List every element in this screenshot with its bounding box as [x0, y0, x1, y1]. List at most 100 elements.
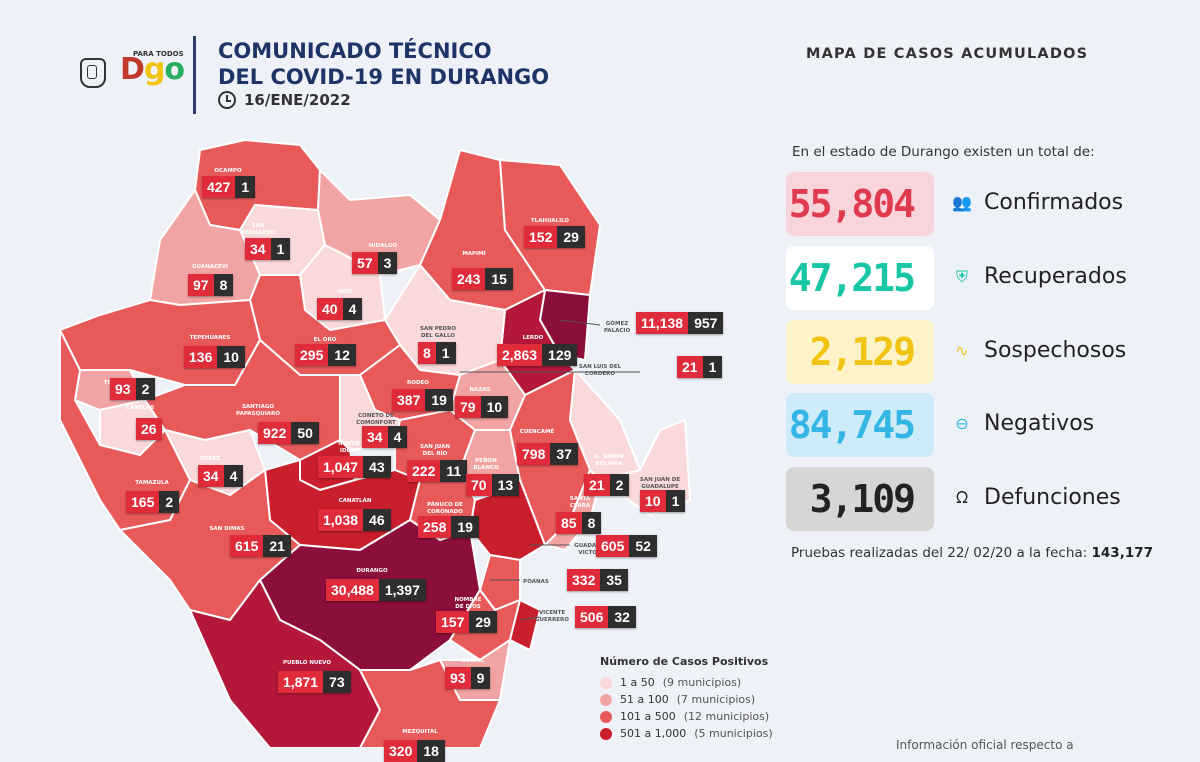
deaths-count: 4 — [342, 298, 363, 320]
deaths-count: 13 — [491, 474, 520, 496]
legend-swatch — [600, 727, 612, 740]
svg-text:COMONFORT: COMONFORT — [356, 420, 396, 426]
svg-text:SAN JUAN: SAN JUAN — [420, 444, 450, 450]
deaths-count: 43 — [363, 456, 391, 478]
deaths-count: 18 — [417, 740, 445, 762]
svg-text:VICTORIA: VICTORIA — [578, 550, 608, 556]
deaths-count: 957 — [688, 312, 724, 334]
municipality-label: 40 4 — [317, 298, 363, 320]
deaths-count: 4 — [223, 465, 244, 487]
deaths-count: 129 — [542, 344, 578, 366]
cases-count: 165 — [126, 491, 160, 513]
municipality-label: 615 21 — [230, 535, 291, 557]
cases-count: 243 — [452, 268, 486, 290]
municipality-label: 34 4 — [198, 465, 244, 487]
map-title: MAPA DE CASOS ACUMULADOS — [806, 46, 1089, 62]
cases-count: 605 — [596, 535, 630, 557]
map-legend: Número de Casos Positivos 1 a 50 (9 munic… — [600, 655, 773, 742]
cases-count: 11,138 — [636, 312, 689, 334]
svg-text:GÓMEZ: GÓMEZ — [606, 320, 628, 327]
legend-item: 1 a 50 (9 municipios) — [600, 674, 773, 691]
svg-text:PAPASQUIARO: PAPASQUIARO — [236, 411, 280, 417]
municipality-label: 34 1 — [245, 238, 291, 260]
cases-count: 258 — [418, 516, 452, 538]
svg-text:SAN PEDRO: SAN PEDRO — [420, 326, 456, 332]
svg-text:DEL GALLO: DEL GALLO — [421, 333, 455, 339]
deaths-count: 46 — [363, 509, 391, 531]
municipality-label: 387 19 — [392, 389, 453, 411]
svg-text:CANATLÁN: CANATLÁN — [339, 497, 372, 504]
legend-swatch — [600, 676, 612, 689]
cases-count: 70 — [466, 474, 492, 496]
municipality-label: 157 29 — [436, 611, 497, 633]
municipality-label: 70 13 — [466, 474, 520, 496]
stat-value-recuperados: 47,215 — [786, 246, 934, 310]
svg-text:PEÑÓN: PEÑÓN — [475, 457, 497, 464]
svg-text:CONETO DE: CONETO DE — [358, 413, 394, 419]
cases-count: 40 — [317, 298, 343, 320]
government-seal-icon — [80, 58, 106, 88]
municipality-label: 922 50 — [258, 422, 319, 444]
municipality-label: 605 52 — [596, 535, 657, 557]
logo-tagline: PARA TODOS — [133, 50, 184, 58]
cases-count: 1,871 — [278, 671, 324, 693]
svg-text:VICENTE: VICENTE — [539, 610, 565, 616]
svg-text:CORONADO: CORONADO — [427, 509, 463, 515]
municipality-label: 2,863 129 — [497, 344, 578, 366]
municipality-label: 57 3 — [352, 252, 398, 274]
cases-count: 21 — [677, 356, 703, 378]
svg-text:CUENCAMÉ: CUENCAMÉ — [520, 427, 555, 435]
deaths-count: 1,397 — [378, 579, 426, 601]
clock-icon — [218, 91, 236, 109]
svg-text:OTÁEZ: OTÁEZ — [200, 455, 220, 462]
municipality-label: 79 10 — [455, 396, 509, 418]
deaths-count: 2 — [135, 378, 156, 400]
cases-count: 427 — [202, 176, 236, 198]
municipality-label: 93 2 — [110, 378, 156, 400]
stat-label-defunciones: ᘯ Defunciones — [950, 485, 1121, 510]
cases-count: 34 — [245, 238, 271, 260]
municipality-label: 11,138 957 — [636, 312, 724, 334]
municipality-label: 258 19 — [418, 516, 479, 538]
cases-count: 922 — [258, 422, 292, 444]
deaths-count: 37 — [550, 443, 578, 465]
stat-value-sospechosos: 2,129 — [786, 320, 934, 384]
legend-item: 501 a 1,000 (5 municipios) — [600, 725, 773, 742]
svg-text:PALACIO: PALACIO — [604, 328, 631, 334]
svg-text:NOMBRE: NOMBRE — [455, 597, 482, 603]
cases-count: 152 — [524, 226, 558, 248]
ribbon-icon: ᘯ — [955, 487, 969, 507]
municipality-label: 1,871 73 — [278, 671, 351, 693]
municipality-label: 97 8 — [188, 274, 234, 296]
svg-text:PUEBLO NUEVO: PUEBLO NUEVO — [283, 660, 331, 666]
svg-text:NAZAS: NAZAS — [469, 387, 490, 393]
cases-count: 85 — [556, 512, 582, 534]
cases-count: 387 — [392, 389, 426, 411]
svg-text:SAN: SAN — [252, 223, 265, 229]
cases-count: 136 — [184, 346, 218, 368]
deaths-count: 4 — [387, 426, 408, 448]
municipality-label: 427 1 — [202, 176, 256, 198]
municipality-label: 21 1 — [677, 356, 723, 378]
svg-text:DEL RÍO: DEL RÍO — [423, 449, 448, 457]
cases-count: 97 — [188, 274, 214, 296]
svg-text:OCAMPO: OCAMPO — [214, 168, 241, 174]
deaths-count: 10 — [217, 346, 245, 368]
legend-item: 51 a 100 (7 municipios) — [600, 691, 773, 708]
cases-count: 79 — [455, 396, 481, 418]
deaths-count: 1 — [235, 176, 256, 198]
svg-text:MEZQUITAL: MEZQUITAL — [402, 729, 438, 735]
municipality-label: 21 2 — [584, 474, 630, 496]
stat-value-defunciones: 3,109 — [786, 467, 934, 531]
municipality-label: 506 32 — [575, 606, 636, 628]
deaths-count: 19 — [451, 516, 479, 538]
svg-text:SAN LUIS DEL: SAN LUIS DEL — [579, 364, 622, 370]
dgo-logo: Dgo — [120, 52, 185, 87]
report-date: 16/ENE/2022 — [218, 91, 351, 109]
stat-label-sospechosos: ∿ Sospechosos — [950, 338, 1126, 363]
stats-intro: En el estado de Durango existen un total… — [792, 144, 1095, 160]
cases-count: 8 — [418, 342, 436, 364]
svg-text:IDEAL: IDEAL — [340, 448, 359, 454]
cases-count: 93 — [110, 378, 136, 400]
